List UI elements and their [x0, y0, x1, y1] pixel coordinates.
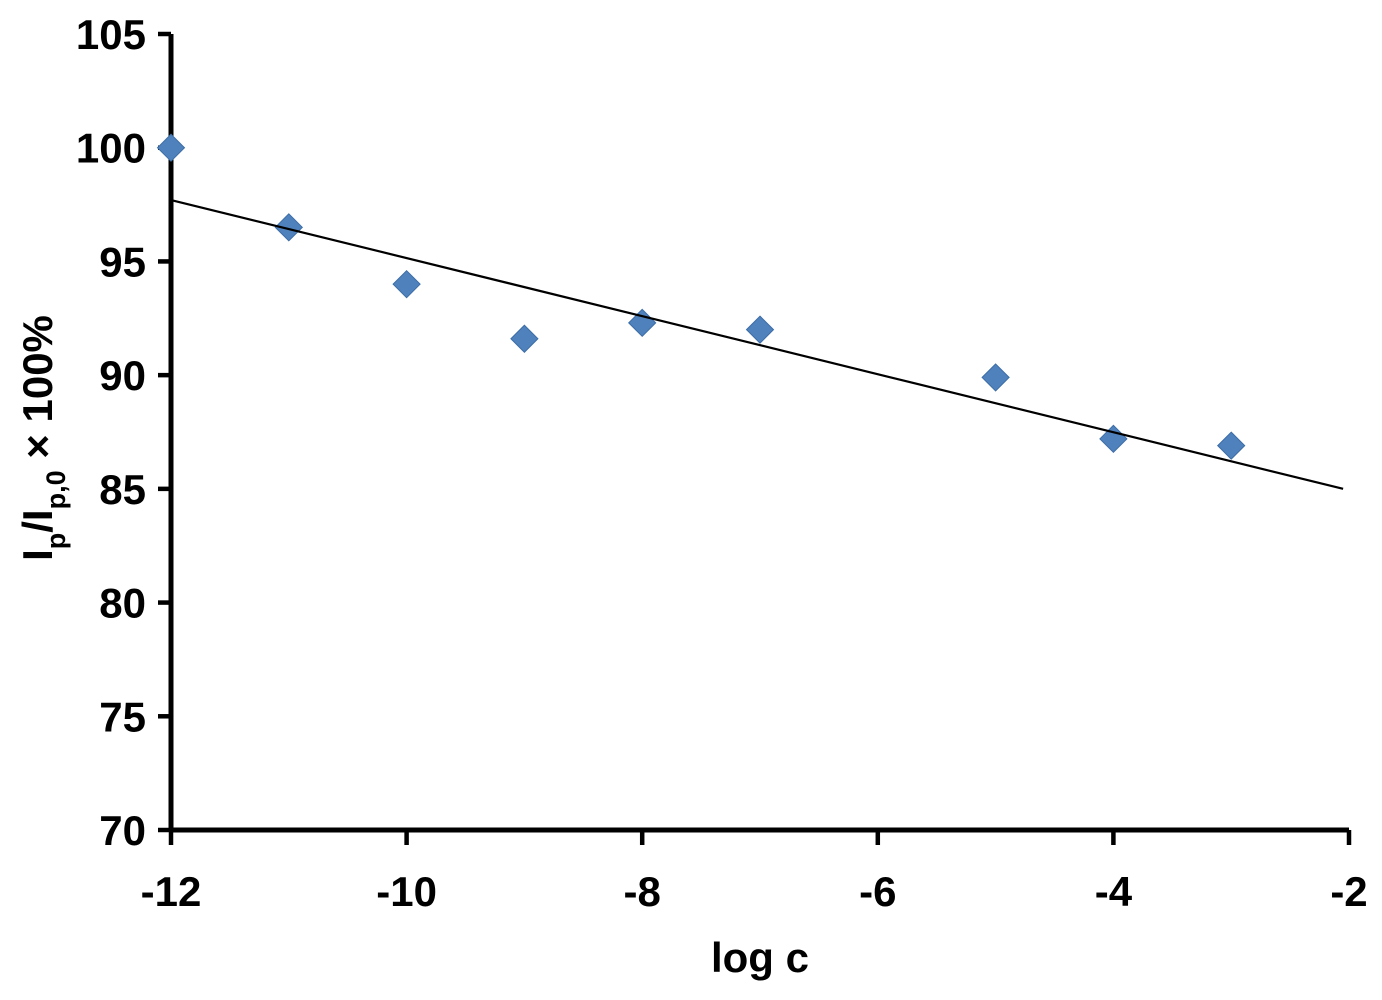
x-tick-label: -2 [1330, 868, 1367, 915]
data-point [745, 315, 775, 344]
x-axis-title: log c [711, 934, 809, 981]
data-point [510, 324, 539, 353]
y-tick-label: 75 [99, 693, 146, 740]
y-tick-label: 90 [99, 352, 146, 399]
data-point [274, 213, 304, 242]
data-point [392, 269, 421, 299]
y-tick-label: 85 [99, 466, 146, 513]
x-tick-label: -6 [859, 868, 896, 915]
y-tick-label: 100 [76, 125, 146, 172]
y-axis-title: Ip/Ip,0 × 100% [14, 315, 71, 561]
x-tick-label: -4 [1095, 868, 1133, 915]
data-point [156, 133, 186, 162]
data-points-group [156, 133, 1246, 460]
y-tick-label: 70 [99, 807, 146, 854]
axes-group [158, 31, 1352, 845]
x-tick-label: -12 [141, 868, 202, 915]
trendline-group [170, 198, 1344, 490]
y-tick-label: 105 [76, 11, 146, 58]
data-point [981, 363, 1010, 392]
trend-line [170, 198, 1344, 490]
x-tick-label: -8 [624, 868, 661, 915]
data-point [1216, 431, 1246, 460]
y-tick-label: 95 [99, 238, 146, 285]
axis-labels-group: -12 -10 -8 -6 -4 -2 70 75 80 85 90 95 100 105 log c Ip/… [14, 11, 1368, 981]
x-tick-label: -10 [376, 868, 437, 915]
y-tick-label: 80 [99, 580, 146, 627]
